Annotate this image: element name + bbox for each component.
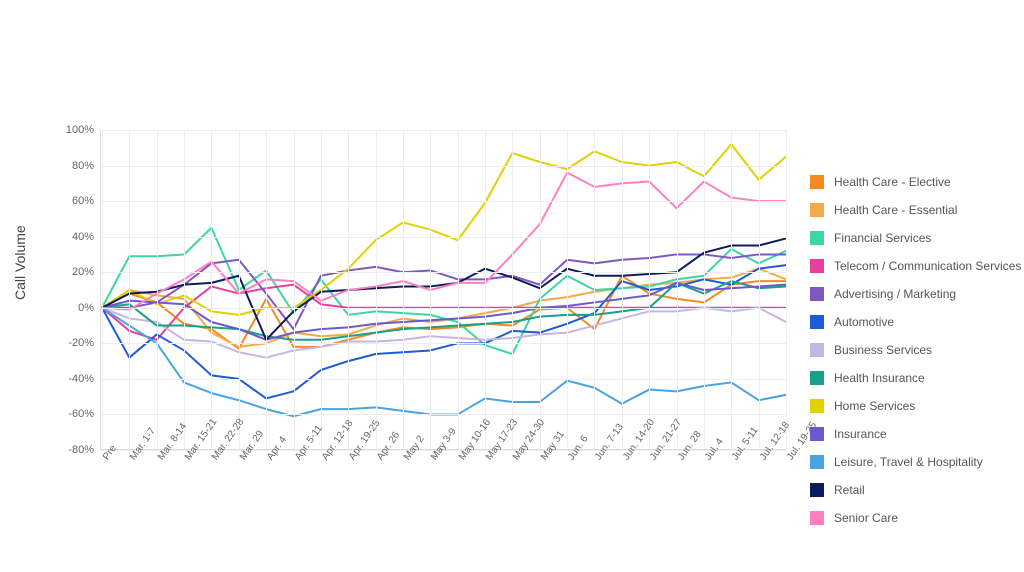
gridline-v	[184, 130, 185, 449]
gridline-v	[348, 130, 349, 449]
gridline-h	[101, 343, 786, 344]
legend-label: Health Insurance	[834, 371, 925, 385]
y-tick-label: 80%	[46, 160, 94, 172]
legend-item[interactable]: Leisure, Travel & Hospitality	[810, 448, 1020, 476]
gridline-v	[129, 130, 130, 449]
y-tick-label: 100%	[46, 124, 94, 136]
lines-svg	[101, 130, 787, 450]
legend-label: Health Care - Essential	[834, 203, 957, 217]
series-line	[102, 308, 786, 358]
y-tick-label: 40%	[46, 231, 94, 243]
legend-item[interactable]: Home Services	[810, 392, 1020, 420]
legend-label: Leisure, Travel & Hospitality	[834, 455, 983, 469]
gridline-v	[594, 130, 595, 449]
legend-swatch	[810, 511, 824, 525]
gridline-v	[786, 130, 787, 449]
gridline-v	[677, 130, 678, 449]
legend-swatch	[810, 231, 824, 245]
gridline-h	[101, 379, 786, 380]
legend-label: Business Services	[834, 343, 932, 357]
gridline-v	[321, 130, 322, 449]
gridline-v	[102, 130, 103, 449]
gridline-h	[101, 237, 786, 238]
plot-area	[100, 130, 786, 450]
gridline-h	[101, 272, 786, 273]
gridline-v	[294, 130, 295, 449]
legend-label: Retail	[834, 483, 865, 497]
y-tick-label: 0%	[46, 302, 94, 314]
y-tick-label: -40%	[46, 373, 94, 385]
gridline-v	[512, 130, 513, 449]
legend-label: Home Services	[834, 399, 915, 413]
y-tick-label: -60%	[46, 408, 94, 420]
legend-item[interactable]: Business Services	[810, 336, 1020, 364]
gridline-v	[376, 130, 377, 449]
gridline-h	[101, 308, 786, 309]
legend-swatch	[810, 455, 824, 469]
legend-swatch	[810, 343, 824, 357]
legend-swatch	[810, 427, 824, 441]
legend-swatch	[810, 399, 824, 413]
gridline-h	[101, 130, 786, 131]
legend-item[interactable]: Senior Care	[810, 504, 1020, 532]
legend-item[interactable]: Health Care - Elective	[810, 168, 1020, 196]
legend-label: Financial Services	[834, 231, 931, 245]
legend-label: Advertising / Marketing	[834, 287, 956, 301]
gridline-v	[211, 130, 212, 449]
y-tick-label: 20%	[46, 266, 94, 278]
gridline-h	[101, 414, 786, 415]
legend-label: Health Care - Elective	[834, 175, 951, 189]
gridline-v	[622, 130, 623, 449]
gridline-v	[704, 130, 705, 449]
y-tick-label: 60%	[46, 195, 94, 207]
legend-swatch	[810, 203, 824, 217]
legend-item[interactable]: Health Care - Essential	[810, 196, 1020, 224]
series-line	[102, 144, 786, 315]
y-tick-label: -20%	[46, 337, 94, 349]
series-line	[102, 285, 786, 340]
legend-item[interactable]: Health Insurance	[810, 364, 1020, 392]
legend-item[interactable]: Retail	[810, 476, 1020, 504]
gridline-v	[157, 130, 158, 449]
y-tick-label: -80%	[46, 444, 94, 456]
legend-item[interactable]: Insurance	[810, 420, 1020, 448]
legend-label: Insurance	[834, 427, 887, 441]
legend-item[interactable]: Telecom / Communication Services	[810, 252, 1020, 280]
legend-label: Telecom / Communication Services	[834, 259, 1021, 273]
gridline-v	[567, 130, 568, 449]
legend-item[interactable]: Financial Services	[810, 224, 1020, 252]
gridline-h	[101, 201, 786, 202]
legend-swatch	[810, 483, 824, 497]
gridline-v	[403, 130, 404, 449]
gridline-v	[759, 130, 760, 449]
legend: Health Care - Elective Health Care - Esse…	[810, 168, 1020, 532]
legend-item[interactable]: Automotive	[810, 308, 1020, 336]
chart-area: -80%-60%-40%-20%0%20%40%60%80%100%PreMar…	[46, 130, 786, 470]
gridline-v	[239, 130, 240, 449]
legend-swatch	[810, 287, 824, 301]
gridline-v	[430, 130, 431, 449]
legend-swatch	[810, 259, 824, 273]
y-axis-label: Call Volume	[12, 225, 28, 300]
legend-label: Automotive	[834, 315, 894, 329]
gridline-v	[649, 130, 650, 449]
legend-item[interactable]: Advertising / Marketing	[810, 280, 1020, 308]
legend-swatch	[810, 371, 824, 385]
legend-swatch	[810, 315, 824, 329]
gridline-h	[101, 166, 786, 167]
gridline-v	[458, 130, 459, 449]
gridline-v	[485, 130, 486, 449]
gridline-v	[540, 130, 541, 449]
gridline-v	[731, 130, 732, 449]
gridline-v	[266, 130, 267, 449]
legend-swatch	[810, 175, 824, 189]
legend-label: Senior Care	[834, 511, 898, 525]
series-line	[102, 173, 786, 310]
